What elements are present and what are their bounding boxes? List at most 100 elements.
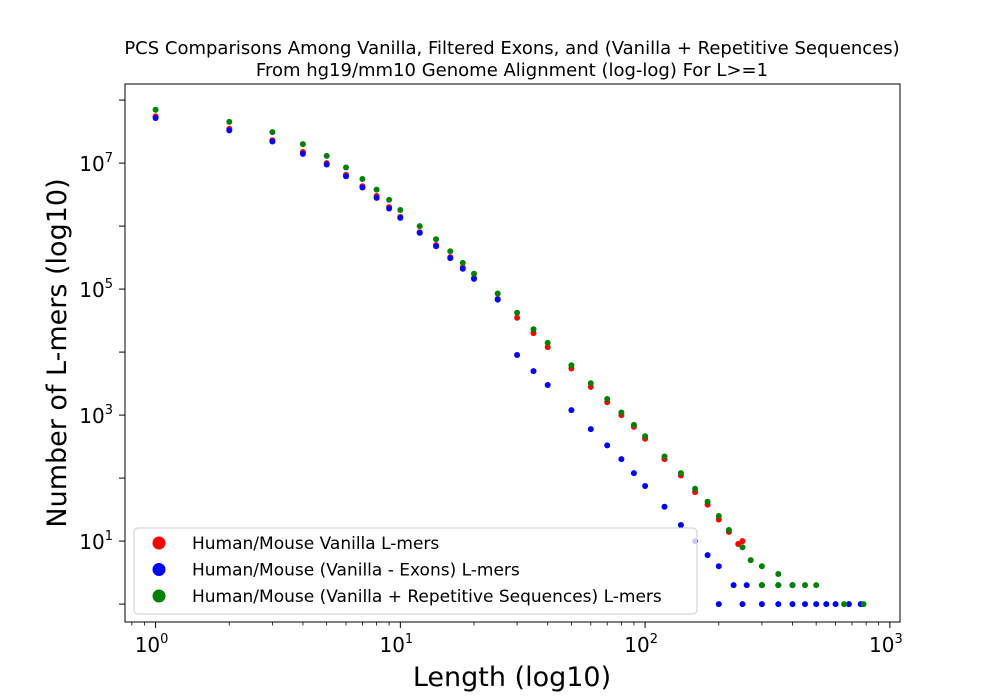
series-3 [152, 106, 867, 608]
data-point [269, 138, 276, 145]
series-2 [152, 115, 864, 608]
data-point [775, 601, 782, 608]
chart-title-line: PCS Comparisons Among Vanilla, Filtered … [124, 38, 899, 59]
data-point [386, 196, 393, 203]
legend-box [133, 527, 698, 615]
data-point [152, 106, 159, 113]
data-point [416, 229, 423, 236]
data-point [802, 601, 808, 608]
legend-marker [152, 563, 166, 576]
data-point [823, 601, 830, 608]
data-point [397, 207, 404, 213]
data-point [433, 243, 440, 250]
data-point [343, 173, 349, 180]
data-point [789, 582, 796, 589]
data-point [813, 582, 820, 589]
data-point [471, 275, 477, 282]
data-point [725, 527, 732, 533]
data-point [832, 601, 839, 608]
data-point [323, 152, 330, 159]
data-point [530, 368, 537, 375]
data-point [152, 115, 159, 121]
x-tick-label: 102 [624, 632, 658, 657]
data-point [494, 296, 501, 303]
data-point [739, 601, 746, 608]
data-point [802, 582, 808, 589]
data-point [661, 503, 668, 510]
data-point [373, 194, 380, 201]
data-point [758, 601, 765, 608]
legend-item: Human/Mouse Vanilla L-mers [152, 534, 439, 554]
data-point [544, 339, 551, 346]
data-point [604, 442, 611, 449]
data-point [789, 601, 796, 608]
data-point [471, 270, 477, 277]
data-point [544, 344, 551, 351]
data-point [715, 513, 722, 519]
legend-item: Human/Mouse (Vanilla + Repetitive Sequen… [152, 587, 662, 607]
data-point [704, 498, 711, 505]
x-tick-label: 101 [379, 632, 413, 657]
data-point [758, 582, 765, 589]
data-point [661, 453, 668, 460]
legend-label: Human/Mouse (Vanilla - Exons) L-mers [192, 561, 520, 581]
data-point [604, 396, 611, 402]
data-point [568, 407, 575, 414]
data-point [630, 421, 637, 428]
data-point [494, 290, 501, 297]
data-point [323, 161, 330, 168]
data-point [845, 601, 852, 608]
data-point [735, 541, 742, 547]
data-point [359, 176, 366, 182]
data-point [642, 433, 649, 440]
data-point [715, 563, 722, 570]
data-point [359, 184, 366, 191]
data-point [677, 470, 684, 477]
data-point [587, 426, 594, 433]
data-point [747, 557, 754, 564]
data-point [226, 127, 233, 134]
legend-item: Human/Mouse (Vanilla - Exons) L-mers [152, 561, 520, 581]
data-point [813, 601, 820, 608]
data-point [730, 582, 737, 589]
data-point [758, 563, 765, 570]
data-point [739, 538, 746, 545]
legend-marker [152, 589, 166, 603]
data-point [269, 129, 276, 136]
plot-area-frame [124, 83, 901, 623]
data-point [433, 236, 440, 243]
legend-label: Human/Mouse Vanilla L-mers [192, 534, 439, 554]
data-point [677, 522, 684, 528]
data-point [447, 255, 454, 262]
data-point [860, 601, 867, 608]
x-tick-label: 103 [869, 632, 903, 657]
data-point [692, 485, 699, 492]
data-point [715, 601, 722, 608]
data-point [343, 164, 349, 171]
plot-points [152, 106, 867, 608]
legend-label: Human/Mouse (Vanilla + Repetitive Sequen… [192, 587, 662, 607]
y-tick-label: 101 [79, 529, 113, 554]
axis-ticks: 100 101 102 103 101 103 105 107 [79, 99, 903, 657]
data-point [386, 205, 393, 212]
data-point [299, 141, 306, 148]
x-tick-label: 100 [135, 632, 169, 657]
data-point [704, 552, 711, 559]
data-point [459, 265, 466, 272]
data-point [743, 582, 750, 589]
data-point [514, 352, 521, 358]
chart-title-line: From hg19/mm10 Genome Alignment (log-log… [256, 60, 768, 81]
data-point [618, 409, 625, 416]
data-point [568, 362, 575, 369]
chart-title: PCS Comparisons Among Vanilla, Filtered … [124, 38, 899, 81]
data-point [642, 483, 649, 489]
data-point [544, 382, 551, 388]
y-tick-label: 107 [79, 151, 113, 176]
data-point [416, 223, 423, 230]
data-point [841, 601, 848, 608]
series-1 [152, 113, 746, 547]
data-point [618, 456, 625, 463]
y-axis-label: Number of L-mers (log10) [42, 178, 73, 527]
data-point [630, 470, 637, 477]
data-point [447, 248, 454, 255]
